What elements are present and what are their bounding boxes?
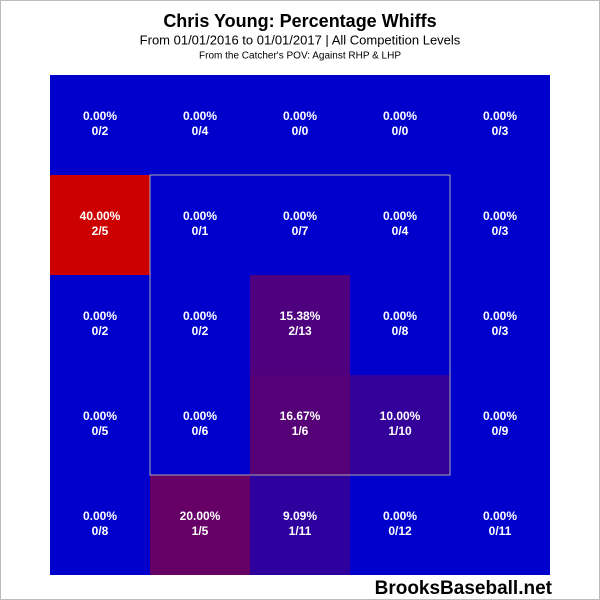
heat-cell bbox=[350, 475, 450, 575]
cell-count-label: 0/11 bbox=[489, 524, 512, 538]
heat-cell bbox=[150, 475, 250, 575]
cell-count-label: 1/11 bbox=[289, 524, 312, 538]
heat-cell bbox=[150, 175, 250, 275]
heat-cell bbox=[50, 175, 150, 275]
watermark: BrooksBaseball.net bbox=[375, 578, 553, 599]
cell-count-label: 1/6 bbox=[292, 424, 309, 438]
heat-cell bbox=[450, 375, 550, 475]
grid: 0.00%0/20.00%0/40.00%0/00.00%0/00.00%0/3… bbox=[50, 75, 550, 575]
cell-value-label: 0.00% bbox=[483, 409, 517, 423]
cell-value-label: 0.00% bbox=[183, 309, 217, 323]
cell-value-label: 0.00% bbox=[83, 509, 117, 523]
heat-cell bbox=[250, 375, 350, 475]
cell-value-label: 0.00% bbox=[383, 509, 417, 523]
heat-cell bbox=[250, 175, 350, 275]
chart-title: Chris Young: Percentage Whiffs bbox=[163, 11, 436, 31]
cell-count-label: 0/2 bbox=[192, 324, 209, 338]
heat-cell bbox=[50, 475, 150, 575]
cell-count-label: 0/12 bbox=[388, 524, 412, 538]
cell-value-label: 0.00% bbox=[483, 109, 517, 123]
cell-value-label: 0.00% bbox=[483, 209, 517, 223]
heat-cell bbox=[150, 375, 250, 475]
heat-cell bbox=[50, 375, 150, 475]
cell-count-label: 0/8 bbox=[92, 524, 109, 538]
heat-cell bbox=[350, 175, 450, 275]
cell-count-label: 0/4 bbox=[392, 224, 409, 238]
chart-subtitle: From 01/01/2016 to 01/01/2017 | All Comp… bbox=[140, 32, 461, 47]
cell-value-label: 0.00% bbox=[83, 109, 117, 123]
heat-cell bbox=[150, 275, 250, 375]
cell-value-label: 10.00% bbox=[380, 409, 421, 423]
heat-cell bbox=[250, 475, 350, 575]
cell-count-label: 0/7 bbox=[292, 224, 309, 238]
cell-count-label: 0/1 bbox=[192, 224, 209, 238]
heat-cell bbox=[350, 375, 450, 475]
cell-value-label: 0.00% bbox=[483, 509, 517, 523]
cell-count-label: 2/5 bbox=[92, 224, 109, 238]
cell-value-label: 0.00% bbox=[83, 309, 117, 323]
cell-value-label: 20.00% bbox=[180, 509, 221, 523]
cell-count-label: 0/2 bbox=[92, 124, 109, 138]
cell-count-label: 0/5 bbox=[92, 424, 109, 438]
cell-count-label: 0/0 bbox=[392, 124, 409, 138]
heat-cell bbox=[150, 75, 250, 175]
cell-count-label: 1/5 bbox=[192, 524, 209, 538]
heat-cell bbox=[250, 75, 350, 175]
cell-count-label: 0/3 bbox=[492, 224, 509, 238]
cell-count-label: 0/8 bbox=[392, 324, 409, 338]
heat-cell bbox=[450, 475, 550, 575]
chart-note: From the Catcher's POV: Against RHP & LH… bbox=[199, 51, 401, 62]
cell-value-label: 9.09% bbox=[283, 509, 317, 523]
cell-value-label: 0.00% bbox=[183, 409, 217, 423]
cell-count-label: 0/3 bbox=[492, 324, 509, 338]
cell-value-label: 0.00% bbox=[383, 309, 417, 323]
cell-value-label: 0.00% bbox=[183, 209, 217, 223]
cell-value-label: 0.00% bbox=[383, 209, 417, 223]
strike-zone bbox=[149, 174, 451, 476]
cell-count-label: 0/3 bbox=[492, 124, 509, 138]
cell-count-label: 0/9 bbox=[492, 424, 509, 438]
cell-value-label: 0.00% bbox=[283, 209, 317, 223]
heat-cell bbox=[450, 275, 550, 375]
heat-cell bbox=[450, 75, 550, 175]
heat-cell bbox=[50, 275, 150, 375]
cell-value-label: 15.38% bbox=[280, 309, 321, 323]
heat-cell bbox=[50, 75, 150, 175]
cell-count-label: 1/10 bbox=[388, 424, 412, 438]
cell-value-label: 0.00% bbox=[83, 409, 117, 423]
cell-count-label: 0/6 bbox=[192, 424, 209, 438]
heat-cell bbox=[450, 175, 550, 275]
cell-value-label: 0.00% bbox=[283, 109, 317, 123]
cell-count-label: 2/13 bbox=[288, 324, 312, 338]
cell-value-label: 0.00% bbox=[183, 109, 217, 123]
cell-count-label: 0/0 bbox=[292, 124, 309, 138]
cell-count-label: 0/2 bbox=[92, 324, 109, 338]
heat-cell bbox=[350, 75, 450, 175]
heat-cell bbox=[350, 275, 450, 375]
heat-cell bbox=[250, 275, 350, 375]
cell-value-label: 0.00% bbox=[383, 109, 417, 123]
cell-value-label: 40.00% bbox=[80, 209, 121, 223]
cell-value-label: 0.00% bbox=[483, 309, 517, 323]
cell-value-label: 16.67% bbox=[280, 409, 321, 423]
cell-count-label: 0/4 bbox=[192, 124, 209, 138]
